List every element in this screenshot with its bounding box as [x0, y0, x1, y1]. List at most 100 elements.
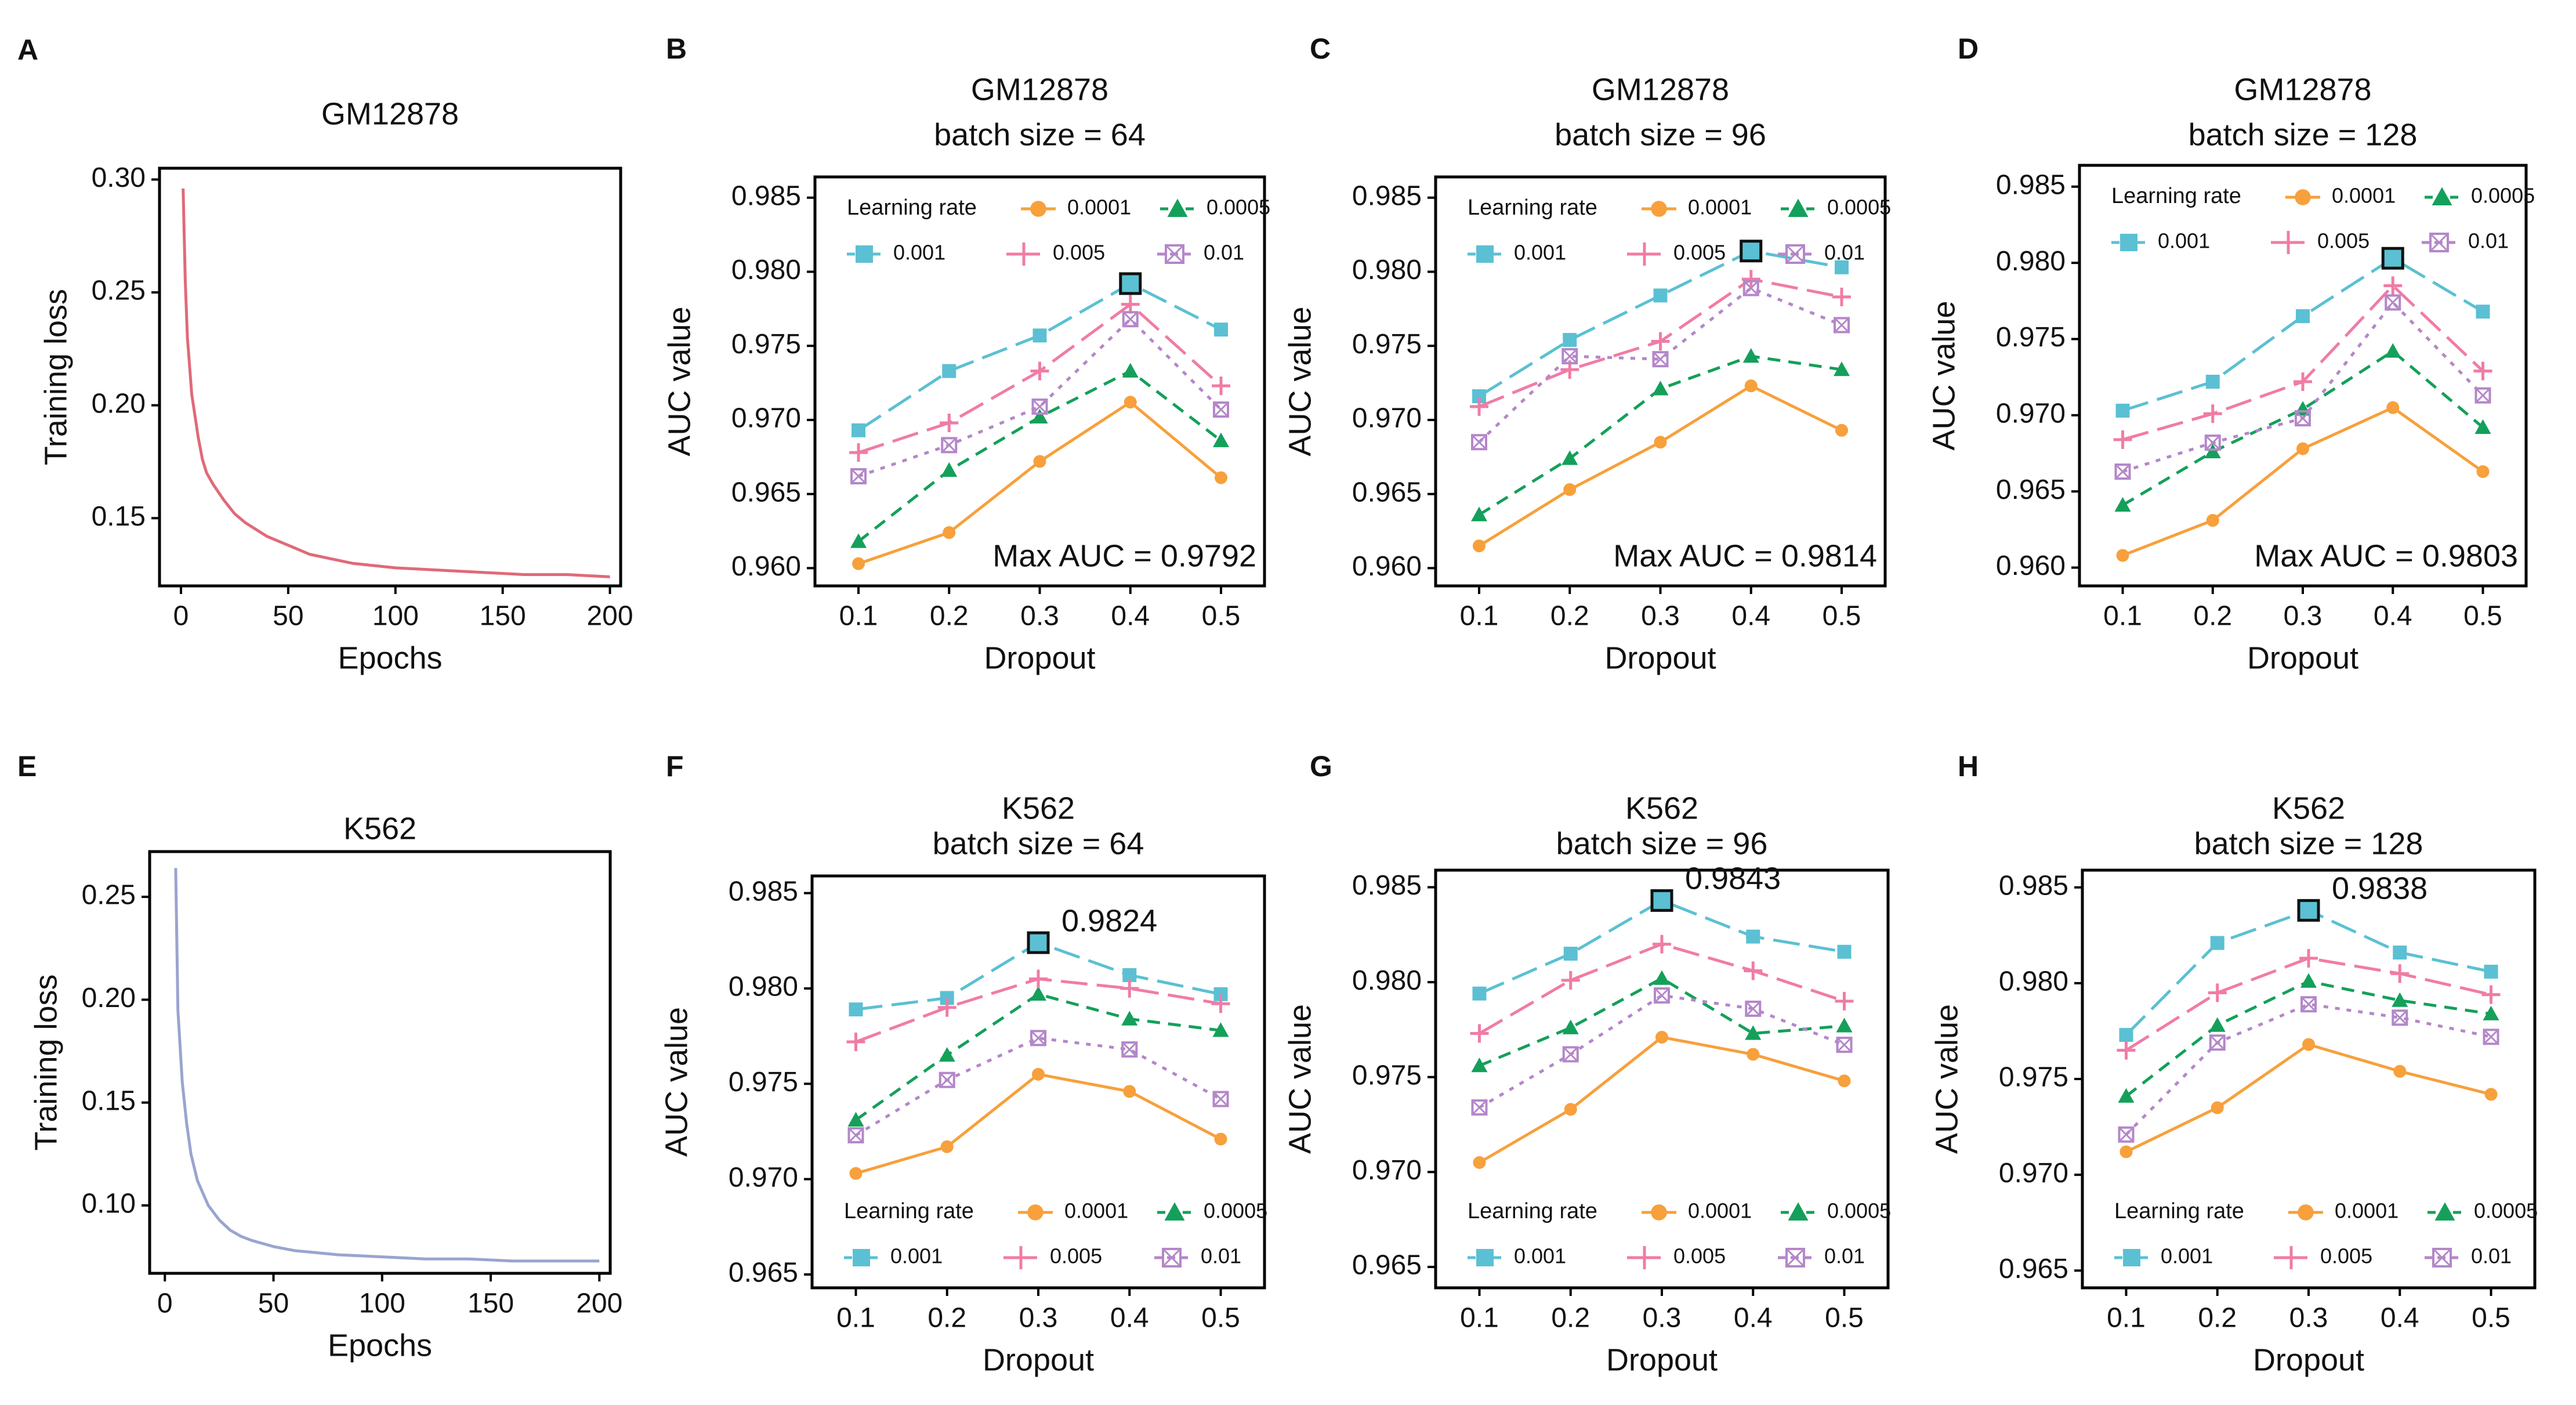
data-point — [2211, 1035, 2224, 1049]
marker-shape — [853, 1249, 870, 1266]
data-point — [940, 414, 958, 432]
marker-shape — [852, 423, 865, 437]
legend-marker — [1476, 245, 1494, 263]
series-line — [1479, 251, 1842, 396]
series-0.001 — [1472, 244, 1849, 403]
x-axis-label: Dropout — [1604, 640, 1716, 675]
legend-item: 0.005 — [1006, 241, 1105, 266]
y-axis-label: Training loss — [38, 289, 73, 465]
data-point — [2393, 1065, 2406, 1078]
marker-shape — [2123, 1249, 2140, 1266]
y-axis-label: AUC value — [1929, 1004, 1964, 1154]
data-point — [1473, 1156, 1486, 1169]
marker-shape — [2296, 309, 2310, 323]
legend: Learning rate 0.0001 0.0005 0.001 0.005 0.01 — [847, 195, 1270, 266]
y-tick-label: 0.15 — [82, 1085, 136, 1116]
data-point — [1651, 332, 1670, 351]
marker-shape — [1473, 1156, 1486, 1169]
x-tick-label: 0.4 — [2374, 601, 2412, 632]
legend-title: Learning rate — [1468, 195, 1597, 220]
y-axis-label: AUC value — [1926, 300, 1961, 450]
legend-marker — [2298, 1204, 2314, 1221]
x-tick-label: 100 — [359, 1288, 405, 1319]
x-tick-label: 0.5 — [1202, 601, 1241, 632]
max-marker — [1652, 890, 1672, 910]
data-point — [1564, 1103, 1577, 1116]
x-tick-label: 0.4 — [1734, 1303, 1773, 1334]
marker-shape — [849, 443, 868, 462]
chart-subtitle: batch size = 128 — [2194, 826, 2423, 861]
marker-shape — [941, 1140, 954, 1153]
legend-marker — [853, 1249, 870, 1266]
data-point — [1472, 1100, 1486, 1114]
y-tick-label: 0.15 — [92, 501, 146, 532]
marker-shape — [2116, 465, 2130, 479]
marker-shape — [1472, 987, 1486, 1001]
marker-shape — [1654, 436, 1667, 448]
marker-shape — [1835, 318, 1849, 332]
panel-C: CGM12878batch size = 960.1 0.2 0.3 0.4 0.50.… — [1282, 32, 1891, 675]
marker-shape — [1838, 1074, 1851, 1087]
y-tick-label: 0.975 — [1352, 329, 1422, 360]
y-tick-label: 0.20 — [92, 388, 146, 419]
y-tick-label: 0.970 — [731, 403, 801, 434]
data-point — [2299, 949, 2318, 968]
y-tick-label: 0.985 — [731, 180, 801, 211]
marker-shape — [2483, 1006, 2499, 1020]
loss-curve — [176, 868, 599, 1261]
legend-item: 0.0001 — [2288, 1199, 2399, 1223]
data-point — [1033, 328, 1047, 342]
data-point — [1743, 348, 1759, 363]
y-tick-label: 0.25 — [92, 276, 146, 306]
data-point — [1030, 986, 1046, 1001]
legend-item: 0.001 — [2114, 1244, 2213, 1268]
data-point — [2204, 404, 2222, 423]
legend-label: 0.0001 — [1067, 195, 1131, 219]
marker-shape — [2476, 389, 2490, 403]
marker-shape — [2205, 444, 2221, 458]
marker-shape — [1032, 1068, 1045, 1081]
x-tick-label: 0.2 — [927, 1303, 966, 1334]
legend-marker — [1788, 1203, 1809, 1221]
legend-item: 0.0001 — [1021, 195, 1131, 219]
y-tick-label: 0.970 — [1996, 398, 2066, 429]
marker-shape — [1472, 1100, 1486, 1114]
marker-shape — [2299, 949, 2318, 968]
legend-label: 0.0001 — [1688, 195, 1752, 219]
legend-marker — [1633, 1246, 1656, 1269]
y-axis-label: AUC value — [1282, 306, 1317, 456]
y-tick-label: 0.980 — [1999, 966, 2068, 997]
marker-shape — [1787, 245, 1804, 263]
data-point — [941, 462, 957, 477]
data-point — [2117, 1041, 2135, 1059]
x-axis-label: Epochs — [338, 640, 442, 675]
max-auc-annotation: Max AUC = 0.9803 — [2254, 538, 2518, 573]
legend-item: 0.005 — [1627, 241, 1726, 266]
series-line — [2123, 408, 2483, 556]
marker-shape — [1030, 201, 1046, 217]
legend-label: 0.005 — [1053, 241, 1105, 265]
marker-shape — [1009, 1246, 1032, 1269]
legend-label: 0.005 — [2320, 1244, 2372, 1268]
data-point — [2483, 1006, 2499, 1020]
marker-shape — [2119, 1028, 2133, 1042]
marker-shape — [1838, 945, 1852, 959]
marker-shape — [1651, 1204, 1667, 1221]
legend-item: 0.01 — [2425, 1244, 2512, 1268]
marker-shape — [1030, 986, 1046, 1001]
chart-subtitle: batch size = 96 — [1555, 117, 1766, 152]
data-point — [1653, 381, 1669, 395]
legend-marker — [856, 245, 873, 263]
x-tick-label: 0.4 — [1731, 601, 1770, 632]
x-tick-label: 0.2 — [930, 601, 969, 632]
marker-shape — [2385, 343, 2401, 357]
marker-shape — [1747, 1048, 1759, 1060]
marker-shape — [2476, 465, 2489, 478]
data-point — [1835, 992, 1854, 1011]
marker-shape — [2386, 401, 2399, 414]
marker-shape — [2277, 231, 2300, 254]
marker-shape — [1214, 403, 1228, 417]
legend-title: Learning rate — [847, 195, 977, 220]
x-tick-label: 0.1 — [836, 1303, 875, 1334]
legend-item: 0.001 — [1468, 241, 1566, 265]
